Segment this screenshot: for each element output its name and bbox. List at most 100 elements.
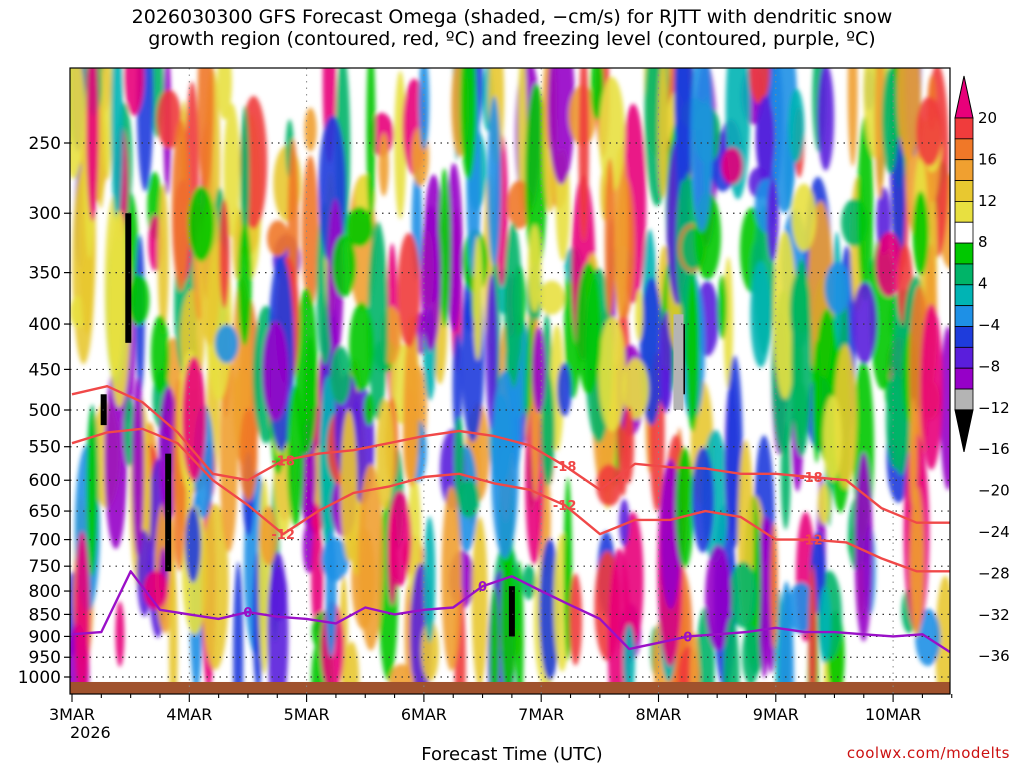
omega-extreme-cell — [125, 213, 132, 343]
shading-blobs — [70, 68, 950, 694]
y-tick-label: 400 — [29, 315, 61, 335]
omega-cell — [723, 616, 740, 694]
colorbar-swatch — [954, 305, 974, 327]
omega-cell — [104, 366, 128, 550]
omega-cell — [818, 586, 832, 664]
omega-cell — [590, 68, 604, 120]
omega-cell — [847, 68, 858, 167]
y-axis: 2503003504004505005506006507007508008509… — [18, 134, 70, 688]
omega-cell — [787, 582, 815, 634]
credit-text: coolwx.com/modelts — [846, 744, 1010, 762]
snow-growth-contour-18-label: -18 — [271, 454, 295, 469]
colorbar-label: −4 — [978, 316, 1000, 334]
omega-cell — [622, 358, 649, 420]
omega-cell — [598, 316, 626, 432]
omega-cell — [623, 624, 635, 694]
omega-cell — [750, 260, 772, 368]
colorbar-label: 20 — [978, 109, 997, 127]
colorbar-swatch — [954, 388, 974, 411]
omega-cell — [452, 332, 463, 440]
omega-cell — [214, 324, 239, 364]
omega-cell — [267, 220, 289, 257]
omega-cell — [259, 506, 278, 566]
omega-cell — [822, 395, 842, 482]
omega-cell — [766, 178, 779, 262]
colorbar-label: −16 — [978, 440, 1010, 458]
omega-cell — [812, 340, 821, 463]
omega-cell — [515, 560, 524, 694]
omega-cell — [817, 68, 835, 171]
omega-cell — [940, 326, 950, 491]
snow-growth-contour-18-label: -18 — [799, 471, 823, 486]
y-tick-label: 550 — [29, 438, 61, 458]
omega-cell — [875, 232, 903, 297]
omega-cell — [471, 516, 488, 687]
x-tick-label: 8MAR — [635, 705, 681, 724]
omega-cell — [504, 222, 522, 389]
colorbar-label: −12 — [978, 399, 1010, 417]
omega-cell — [156, 89, 182, 149]
omega-cell — [691, 447, 714, 553]
omega-cell — [674, 68, 694, 182]
omega-cell — [402, 387, 417, 483]
freezing-level-contour — [71, 570, 950, 654]
colorbar-swatch — [954, 263, 974, 286]
omega-cell — [127, 274, 150, 326]
omega-cell — [420, 205, 441, 352]
x-year-label: 2026 — [70, 723, 111, 742]
omega-cell — [378, 133, 389, 197]
omega-cell — [909, 397, 918, 507]
omega-cell — [576, 262, 602, 395]
omega-cell — [286, 385, 305, 527]
x-tick-label: 6MAR — [401, 705, 447, 724]
omega-cell — [219, 359, 238, 552]
y-tick-label: 1000 — [18, 668, 61, 688]
x-tick-label: 9MAR — [753, 705, 799, 724]
snow-growth-contour-12-label: -12 — [271, 528, 295, 543]
omega-cell — [185, 506, 201, 583]
omega-cell — [623, 406, 635, 484]
snow-growth-contour-18-label: -18 — [553, 460, 577, 475]
omega-cell — [240, 105, 250, 250]
chart-title: 2026030300 GFS Forecast Omega (shaded, −… — [131, 6, 893, 50]
omega-cell — [394, 70, 407, 220]
omega-cell — [824, 261, 851, 314]
omega-cell — [742, 625, 760, 686]
omega-cell — [171, 119, 190, 292]
omega-cell — [330, 346, 351, 405]
terrain — [70, 681, 950, 694]
omega-cell — [527, 224, 542, 313]
omega-cell — [491, 370, 519, 559]
snow-growth-contour-12-label: -12 — [553, 499, 577, 514]
omega-cell — [619, 498, 630, 547]
grid-lines — [70, 68, 950, 694]
omega-cell — [685, 274, 700, 432]
omega-cell — [568, 573, 583, 666]
colorbar-swatch — [954, 200, 974, 223]
x-tick-label: 4MAR — [166, 705, 212, 724]
omega-cell — [124, 68, 144, 116]
omega-cell — [219, 199, 230, 309]
omega-cell — [438, 168, 451, 328]
omega-cell — [74, 531, 90, 694]
x-tick-label: 10MAR — [865, 705, 921, 724]
omega-cell — [102, 68, 113, 180]
omega-cell — [896, 68, 921, 161]
omega-cell — [473, 235, 483, 361]
omega-cell — [169, 559, 178, 694]
omega-shading — [70, 68, 950, 694]
omega-cell — [301, 155, 319, 309]
snow-growth-contour-12-label: -12 — [799, 534, 823, 549]
omega-cell — [635, 289, 644, 341]
y-tick-label: 500 — [29, 401, 61, 421]
colorbar-label: −36 — [978, 647, 1010, 665]
omega-cell — [454, 416, 465, 506]
omega-cell — [755, 96, 775, 180]
y-tick-label: 300 — [29, 204, 61, 224]
omega-cell — [108, 210, 131, 408]
terrain-band — [70, 681, 950, 694]
omega-cell — [690, 68, 714, 232]
omega-cell — [487, 95, 502, 267]
colorbar-swatch — [954, 367, 974, 390]
